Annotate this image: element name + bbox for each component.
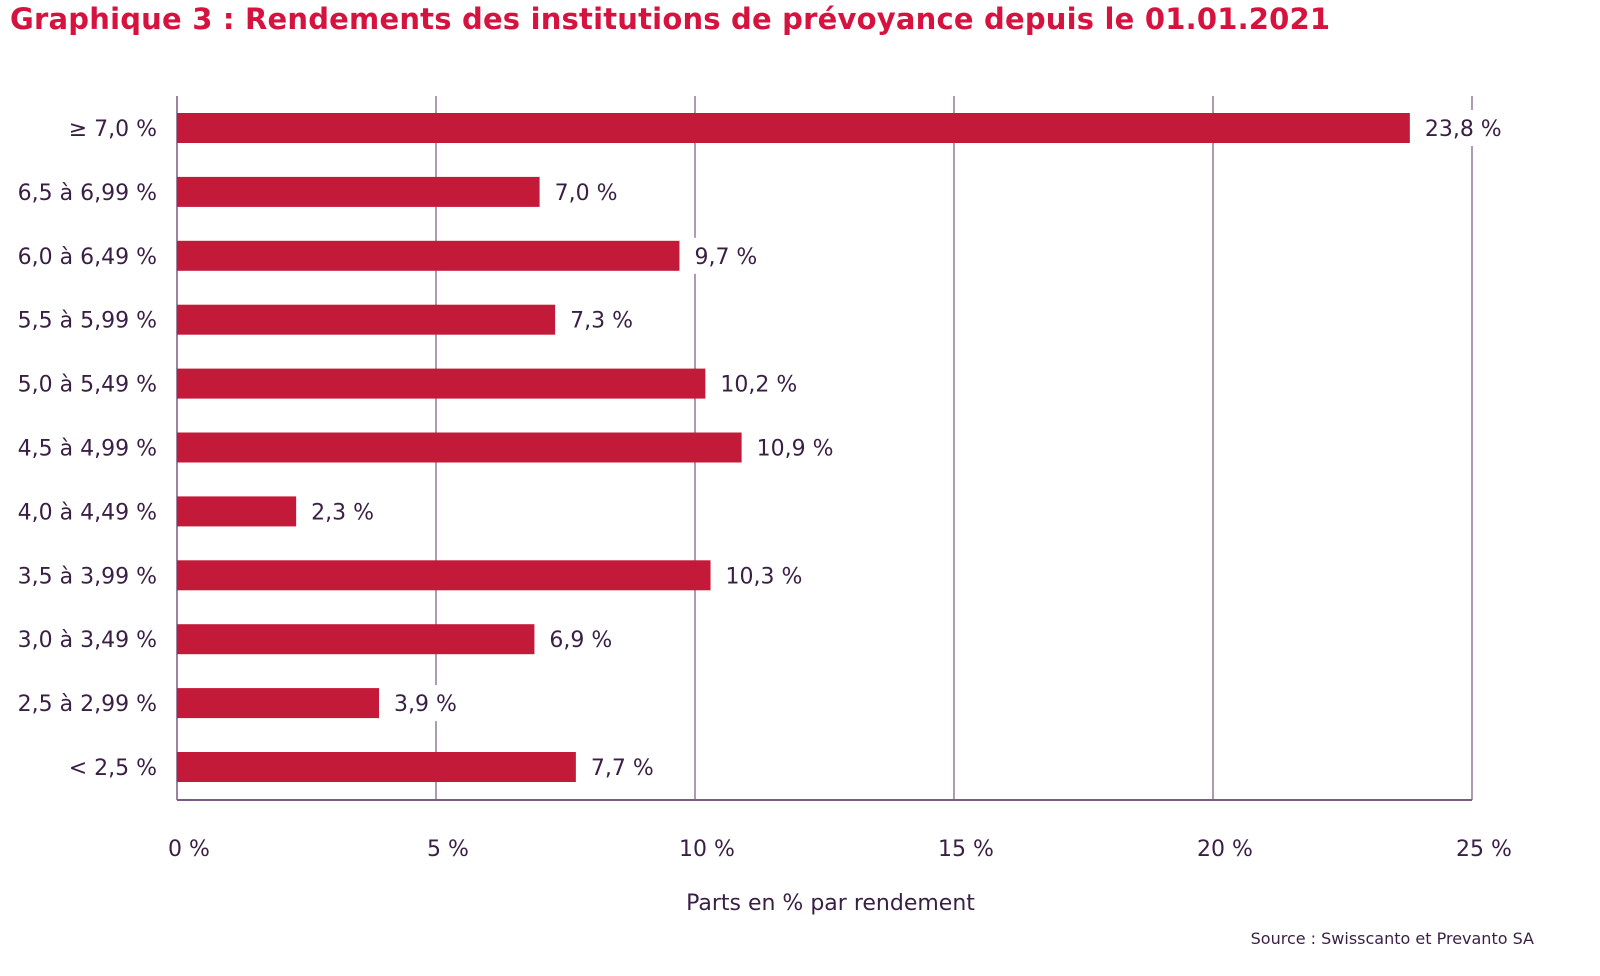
x-tick-label: 5 % [427,837,469,862]
value-label: 6,9 % [549,628,612,653]
value-label: 3,9 % [394,692,457,717]
bar [177,432,742,463]
category-label: 4,5 à 4,99 % [18,437,157,462]
value-label: 23,8 % [1425,117,1502,142]
bar [177,752,576,782]
x-tick-label: 15 % [938,837,994,862]
value-label-bg [719,557,807,594]
bar [177,496,297,527]
value-label: 7,7 % [591,756,654,781]
bar [177,113,1410,143]
value-label-bg [564,301,638,338]
bar [177,176,540,207]
bar [177,304,556,335]
bar [177,240,680,271]
category-label: < 2,5 % [69,756,157,781]
chart-title: Graphique 3 : Rendements des institution… [10,2,1331,36]
category-labels: ≥ 7,0 % 6,5 à 6,99 % 6,0 à 6,49 % 5,5 à 5,9… [18,117,157,781]
category-label: 3,5 à 3,99 % [18,564,157,589]
value-label: 7,0 % [555,181,618,206]
bar [177,624,535,655]
bar [177,368,706,399]
value-label-bg [714,365,802,402]
category-label: 3,0 à 3,49 % [18,628,157,653]
bar [177,560,711,591]
bars [177,113,1410,782]
category-label: 4,0 à 4,49 % [18,500,157,525]
value-label-bg [388,685,462,722]
value-label: 9,7 % [694,245,757,270]
x-axis-title: Parts en % par rendement [686,891,975,916]
value-label: 10,9 % [757,437,834,462]
value-label-bg [688,237,762,274]
value-labels: 23,8 % 7,0 % 9,7 % 7,3 % 10,2 % 10,9 % 2,3 % 10… [305,110,1506,785]
value-label-bg [305,493,379,530]
value-label-bg [548,173,623,210]
bar [177,688,380,719]
value-label: 10,3 % [726,564,803,589]
category-label: 5,0 à 5,49 % [18,373,157,398]
category-label: 2,5 à 2,99 % [18,692,157,717]
value-label: 10,2 % [720,373,797,398]
value-label-bg [750,429,838,466]
category-label: 6,0 à 6,49 % [18,245,157,270]
x-tick-label: 25 % [1456,837,1512,862]
x-tick-label: 20 % [1197,837,1253,862]
source-note: Source : Swisscanto et Prevanto SA [1250,929,1534,948]
x-tick-label: 0 % [168,837,210,862]
category-label: 5,5 à 5,99 % [18,309,157,334]
value-label-bg [543,621,617,658]
value-label-bg [584,749,659,785]
category-label: ≥ 7,0 % [69,117,157,142]
x-tick-label: 10 % [679,837,735,862]
value-label: 2,3 % [311,500,374,525]
x-tick-labels: 0 % 5 % 10 % 15 % 20 % 25 % [168,837,1512,862]
value-label-bg [1418,110,1506,146]
value-label: 7,3 % [570,309,633,334]
category-label: 6,5 à 6,99 % [18,181,157,206]
